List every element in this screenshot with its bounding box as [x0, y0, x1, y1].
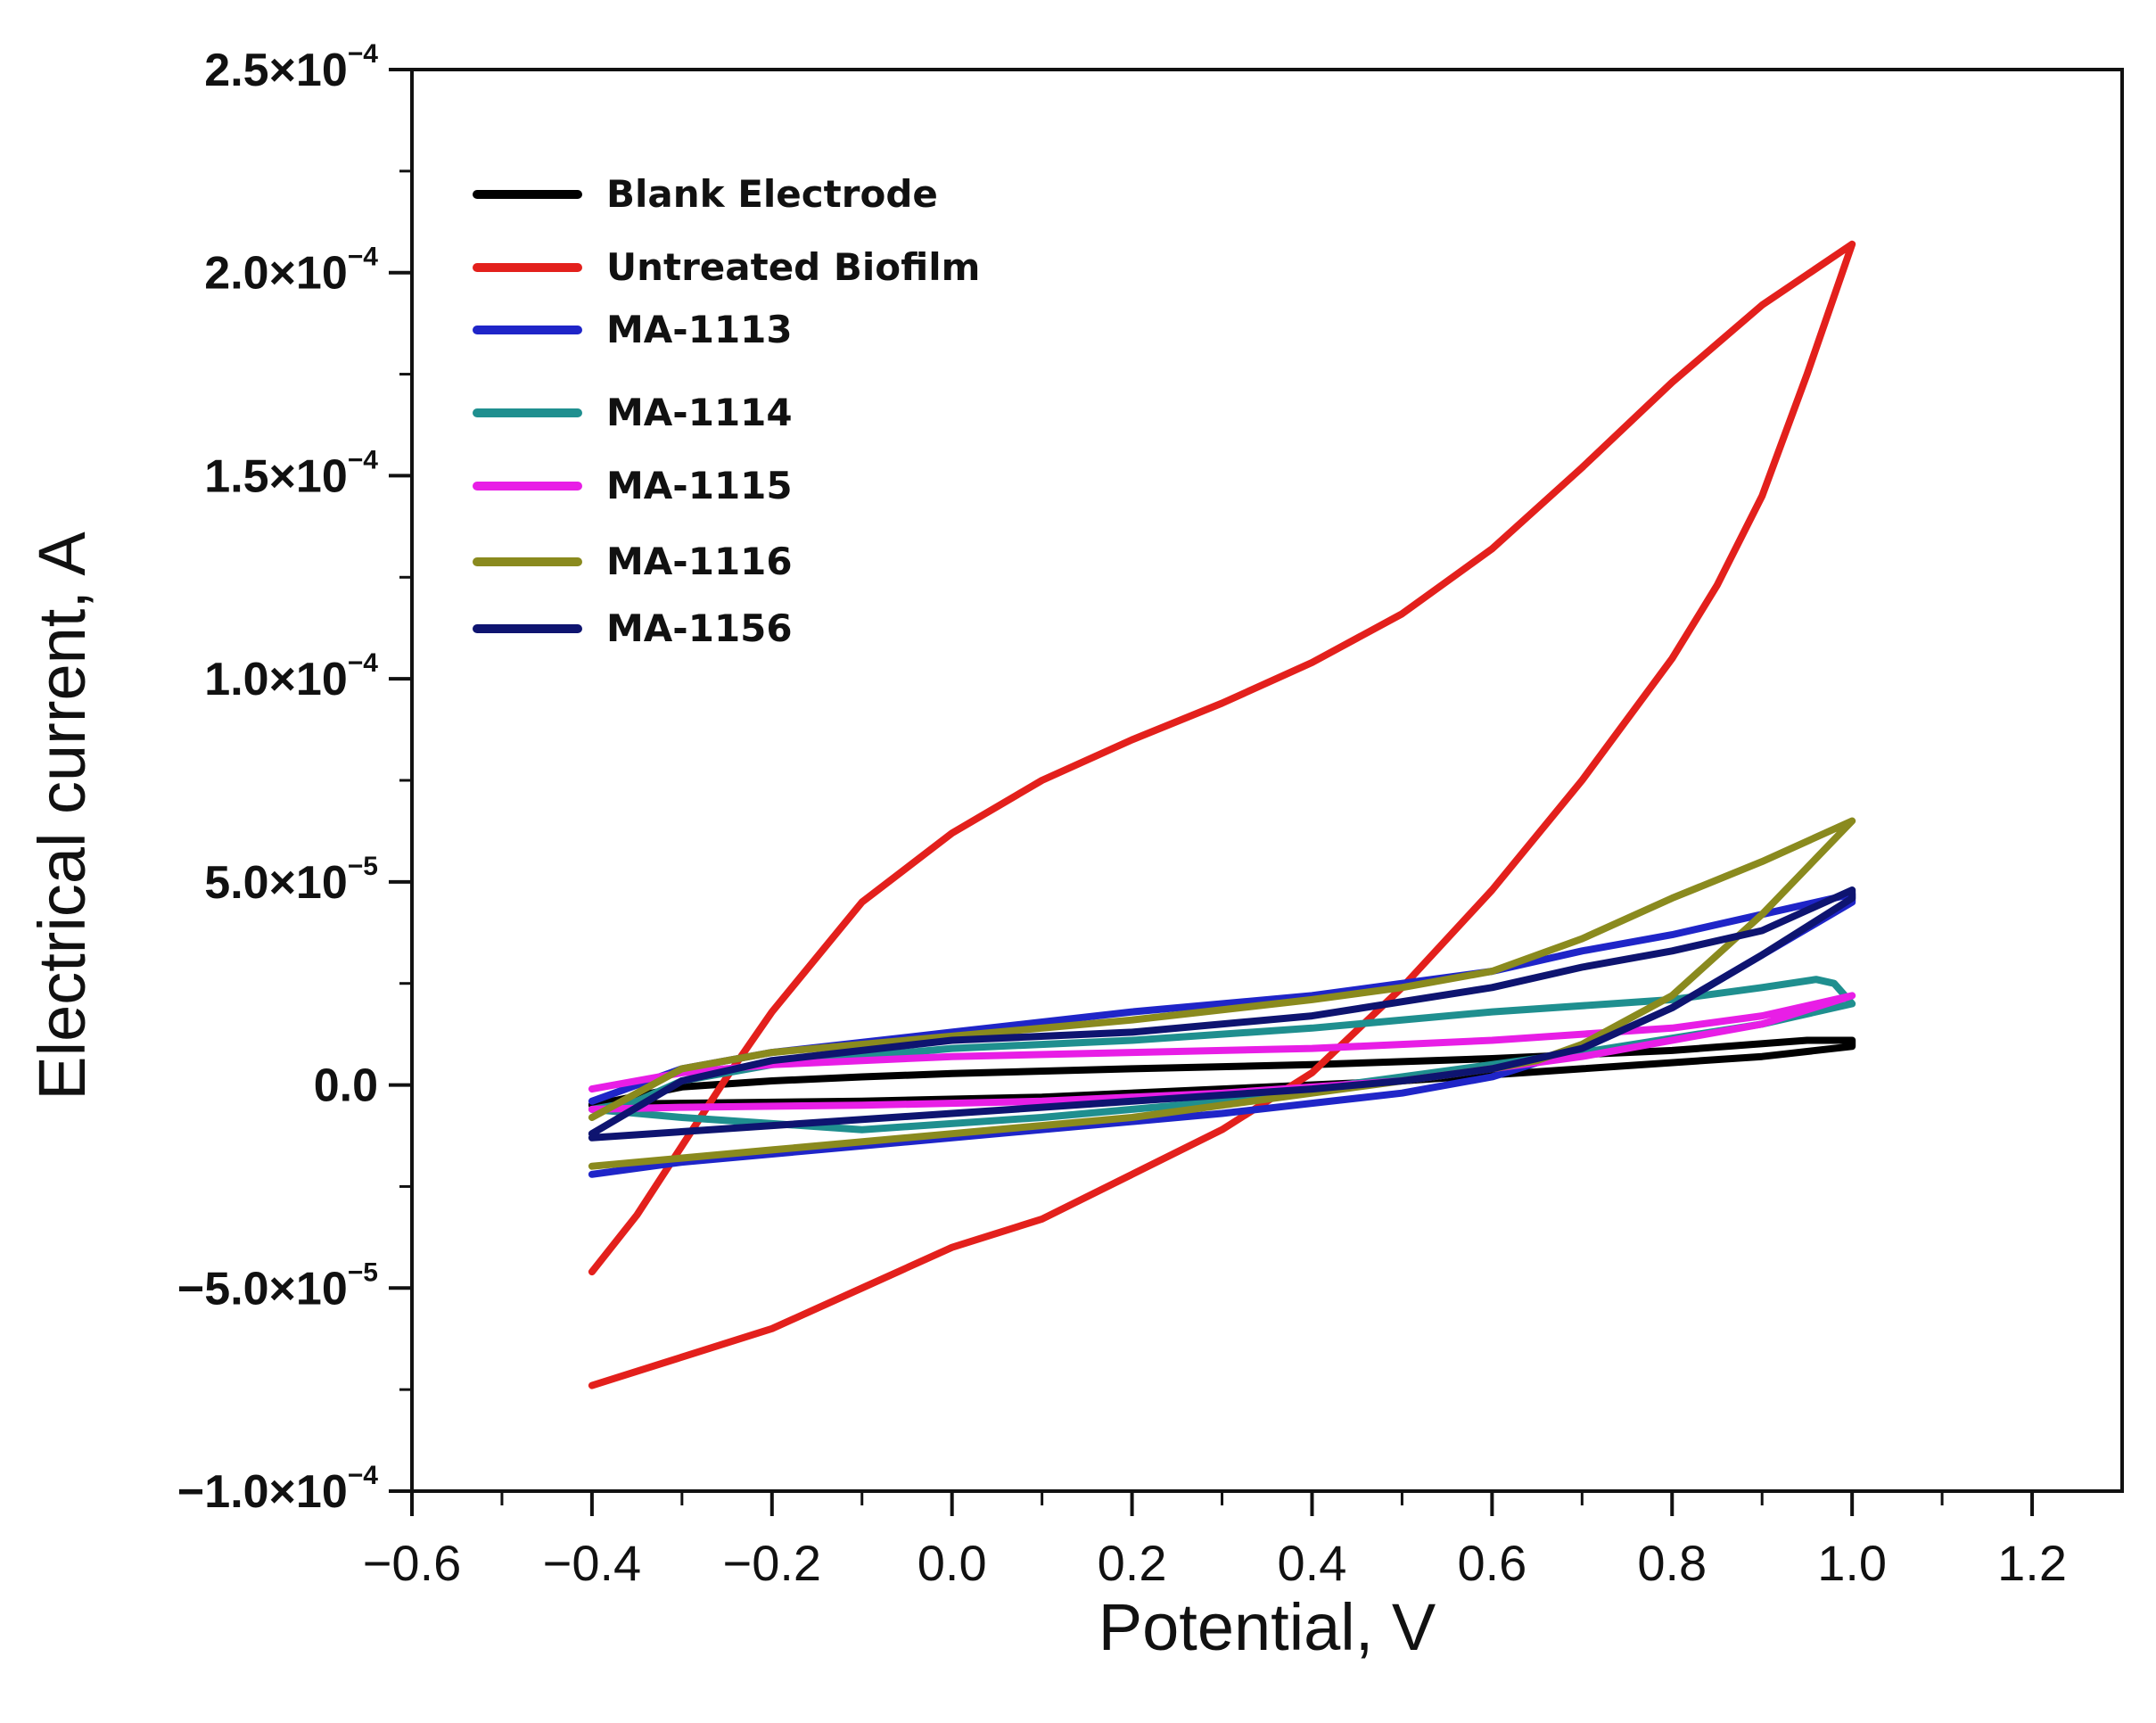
x-tick-label: 1.2: [1997, 1535, 2067, 1591]
x-tick-label: 0.8: [1637, 1535, 1707, 1591]
series-layer: [588, 240, 1856, 1389]
y-tick-label: −5.0×10−5: [177, 1257, 378, 1315]
y-tick-exponent: −4: [348, 1461, 379, 1490]
y-tick-mantissa: −5.0×10: [177, 1263, 348, 1315]
y-tick-exponent: −5: [348, 852, 378, 881]
x-tick-label: −0.4: [543, 1535, 642, 1591]
y-tick-mantissa: −1.0×10: [177, 1466, 348, 1518]
y-tick-label: 2.0×10−4: [204, 243, 378, 300]
y-tick-exponent: −4: [348, 648, 379, 678]
series-line-untreated-biofilm: [588, 240, 1856, 1389]
y-tick-label: −1.0×10−4: [177, 1461, 378, 1518]
y-tick-mantissa: 1.0×10: [204, 654, 348, 705]
x-axis-title: Potential, V: [1099, 1590, 1436, 1664]
x-tick-label: 1.0: [1817, 1535, 1887, 1591]
series-line-ma-1116: [588, 817, 1856, 1170]
legend-label: Untreated Biofilm: [606, 245, 980, 289]
x-tick-label: 0.2: [1098, 1535, 1167, 1591]
x-tick-label: 0.4: [1278, 1535, 1347, 1591]
y-tick-exponent: −4: [348, 39, 379, 69]
legend-label: MA-1156: [606, 606, 793, 650]
y-tick-mantissa: 2.0×10: [204, 248, 348, 300]
y-tick-label: 2.5×10−4: [204, 39, 378, 96]
legend-label: Blank Electrode: [606, 172, 938, 216]
y-tick-exponent: −5: [348, 1257, 378, 1287]
y-tick-exponent: −4: [348, 445, 379, 474]
x-tick-label: 0.0: [918, 1535, 987, 1591]
x-tick-label: 0.6: [1457, 1535, 1526, 1591]
y-tick-label: 5.0×10−5: [204, 852, 378, 909]
y-tick-label: 1.5×10−4: [204, 445, 378, 502]
y-tick-mantissa: 1.5×10: [204, 450, 348, 502]
series-line-ma-1115: [588, 992, 1856, 1113]
series-line-ma-1156: [588, 886, 1856, 1142]
series-line-blank-electrode: [588, 1036, 1856, 1109]
x-axis: −0.6 −0.4 −0.2 0.0 0.2 0.4 0.6 0.8 1.0 1.2: [363, 1491, 2067, 1591]
y-tick-label: 0.0: [314, 1060, 378, 1112]
y-tick-mantissa: 0.0: [314, 1060, 378, 1112]
legend: Blank Electrode Untreated Biofilm MA-1113 M…: [473, 172, 980, 650]
y-tick-mantissa: 2.5×10: [204, 45, 348, 96]
y-axis-title: Electrical current, A: [25, 532, 99, 1101]
legend-label: MA-1113: [606, 308, 793, 351]
y-axis: −1.0×10−4−5.0×10−50.05.0×10−51.0×10−41.5…: [177, 39, 412, 1518]
legend-label: MA-1114: [606, 391, 793, 434]
y-tick-label: 1.0×10−4: [204, 648, 378, 705]
x-tick-label: −0.2: [723, 1535, 822, 1591]
y-tick-exponent: −4: [348, 243, 379, 272]
legend-label: MA-1116: [606, 540, 793, 583]
legend-label: MA-1115: [606, 464, 793, 507]
x-tick-label: −0.6: [363, 1535, 462, 1591]
y-tick-mantissa: 5.0×10: [204, 857, 348, 909]
